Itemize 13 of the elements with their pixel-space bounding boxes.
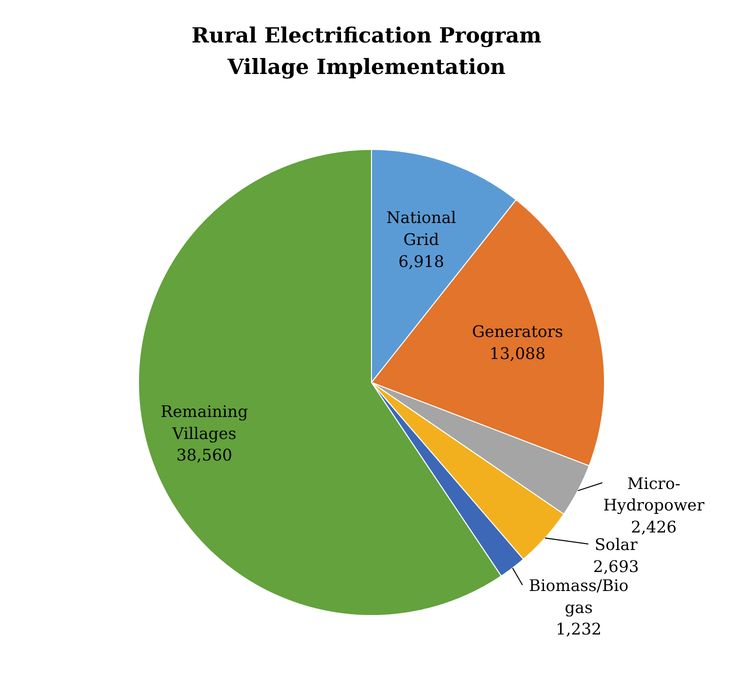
slice-label: Micro-Hydropower: [603, 474, 705, 515]
chart-title: Rural Electrification Program Village Implementation: [192, 22, 542, 79]
data-label: 1,232: [556, 620, 602, 639]
data-label: 6,918: [398, 252, 444, 271]
data-label: 13,088: [490, 344, 546, 363]
slice-label: Solar: [594, 535, 638, 554]
data-label: 2,426: [630, 517, 677, 536]
data-label: 2,693: [593, 556, 639, 576]
data-label: 38,560: [176, 446, 232, 465]
slice-label: Remaining Villages: [160, 402, 248, 443]
slice-label: Generators: [472, 322, 564, 341]
slice-label: National Grid: [386, 208, 456, 249]
slice-label: Biomass/Bio gas: [528, 576, 628, 617]
